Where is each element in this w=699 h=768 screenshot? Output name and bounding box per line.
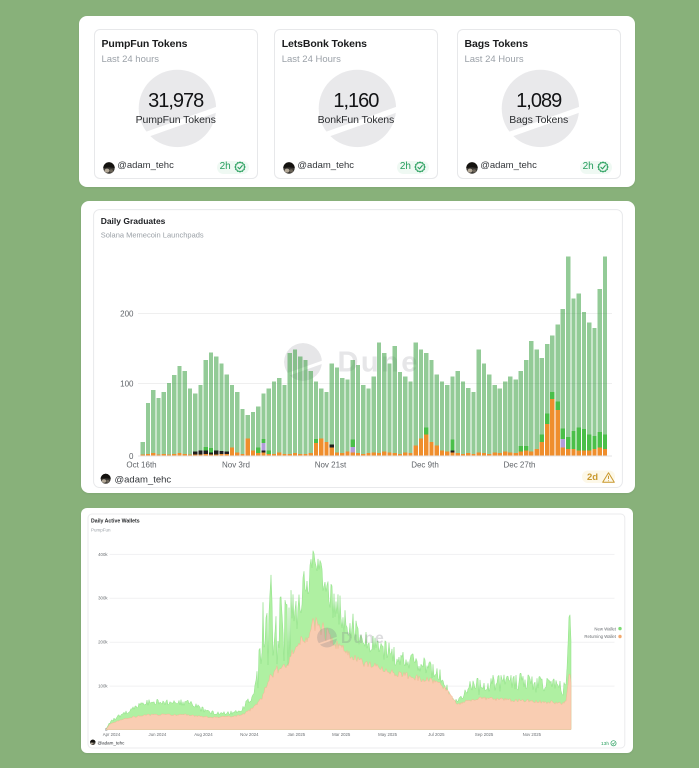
svg-text:200: 200	[120, 309, 134, 318]
svg-text:Dune: Dune	[341, 630, 385, 647]
svg-text:300k: 300k	[98, 595, 108, 600]
svg-text:200k: 200k	[98, 639, 108, 644]
svg-text:@adam_tehc: @adam_tehc	[115, 475, 172, 486]
svg-text:100k: 100k	[98, 683, 108, 688]
svg-text:100: 100	[120, 379, 134, 388]
svg-text:Solana Memecoin Launchpads: Solana Memecoin Launchpads	[101, 230, 204, 239]
svg-text:May 2025: May 2025	[378, 732, 397, 737]
svg-text:@adam_tehc: @adam_tehc	[98, 740, 126, 745]
svg-text:Nov 21st: Nov 21st	[315, 461, 347, 470]
svg-text:Dec 27th: Dec 27th	[503, 461, 535, 470]
svg-text:Nov 2024: Nov 2024	[240, 732, 259, 737]
svg-text:Jul 2025: Jul 2025	[428, 732, 445, 737]
svg-text:Nov 2025: Nov 2025	[523, 732, 542, 737]
svg-text:PumpFun: PumpFun	[91, 527, 111, 532]
svg-text:Aug 2024: Aug 2024	[194, 732, 213, 737]
svg-text:Dec 9th: Dec 9th	[411, 461, 439, 470]
svg-text:Jun 2024: Jun 2024	[149, 732, 167, 737]
svg-text:400k: 400k	[98, 551, 108, 556]
svg-text:2d: 2d	[587, 472, 598, 483]
svg-text:0: 0	[129, 452, 134, 461]
svg-text:Jan 2025: Jan 2025	[287, 732, 305, 737]
svg-text:Daily Active Wallets: Daily Active Wallets	[91, 518, 140, 524]
svg-text:Nov 3rd: Nov 3rd	[222, 461, 250, 470]
svg-text:Apr 2024: Apr 2024	[103, 732, 121, 737]
svg-text:Oct 16th: Oct 16th	[126, 461, 156, 470]
svg-text:Returning Wallet: Returning Wallet	[584, 634, 616, 639]
svg-text:New Wallet: New Wallet	[594, 626, 616, 631]
svg-text:Sep 2025: Sep 2025	[475, 732, 494, 737]
svg-text:Mar 2025: Mar 2025	[332, 732, 351, 737]
svg-text:13h: 13h	[601, 741, 609, 747]
svg-text:Daily Graduates: Daily Graduates	[101, 216, 166, 226]
